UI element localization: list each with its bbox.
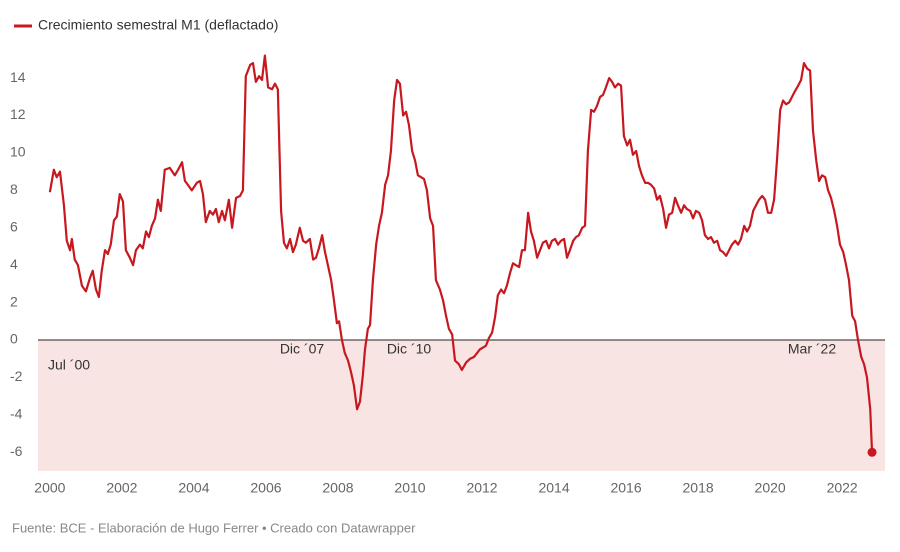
negative-area [38, 340, 885, 471]
x-tick-label: 2006 [250, 480, 281, 496]
y-tick-label: 12 [10, 106, 26, 122]
y-tick-label: 8 [10, 181, 18, 197]
annotation: Dic ´07 [280, 341, 325, 357]
y-tick-label: 0 [10, 331, 18, 347]
annotation: Mar ´22 [788, 341, 836, 357]
y-tick-label: 4 [10, 256, 18, 272]
annotation: Dic ´10 [387, 341, 432, 357]
x-tick-label: 2000 [34, 480, 65, 496]
x-tick-label: 2016 [610, 480, 641, 496]
source: Fuente: BCE - Elaboración de Hugo Ferrer… [12, 520, 416, 535]
x-tick-label: 2002 [106, 480, 137, 496]
y-tick-label: -6 [10, 443, 23, 459]
x-tick-label: 2018 [683, 480, 714, 496]
annotation: Jul ´00 [48, 357, 90, 373]
x-tick-label: 2008 [322, 480, 353, 496]
y-tick-label: -4 [10, 406, 23, 422]
x-tick-label: 2020 [755, 480, 786, 496]
y-tick-label: 2 [10, 293, 18, 309]
y-tick-label: 10 [10, 144, 26, 160]
line [48, 54, 874, 453]
y-tick-label: -2 [10, 368, 23, 384]
x-tick-label: 2022 [827, 480, 858, 496]
x-tick-label: 2010 [394, 480, 425, 496]
legend-label: Crecimiento semestral M1 (deflactado) [38, 17, 278, 33]
x-tick-label: 2004 [178, 480, 209, 496]
end-point [867, 447, 877, 457]
x-tick-label: 2014 [538, 480, 569, 496]
y-tick-label: 6 [10, 218, 18, 234]
x-tick-label: 2012 [466, 480, 497, 496]
y-tick-label: 14 [10, 69, 26, 85]
